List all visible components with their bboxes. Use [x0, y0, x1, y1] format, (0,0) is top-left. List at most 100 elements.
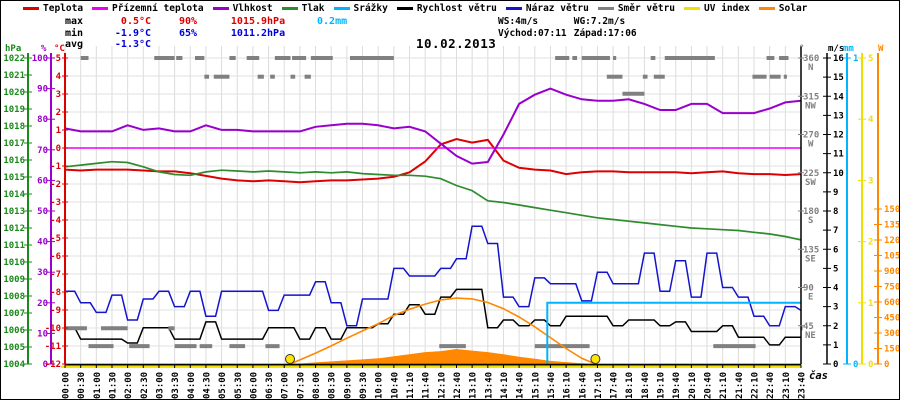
svg-text:S: S [808, 216, 813, 226]
legend-label: Srážky [353, 3, 388, 14]
svg-text:4: 4 [868, 115, 874, 125]
max-humidity: 90% [179, 16, 198, 27]
series-srazky [546, 301, 801, 364]
chart-legend: Teplota Přízemní teplota Vlhkost Tlak Srážky… [23, 3, 807, 14]
svg-text:02:30: 02:30 [140, 372, 150, 399]
legend-swatch [396, 7, 413, 10]
sunrise-time: Východ:07:11 [498, 27, 567, 39]
svg-text:07:00: 07:00 [281, 372, 291, 399]
svg-text:m/s: m/s [828, 44, 844, 54]
legend-swatch [684, 7, 701, 10]
svg-text:4: 4 [833, 284, 839, 294]
svg-text:06:30: 06:30 [265, 372, 275, 399]
series-smer-vetru [65, 56, 803, 349]
svg-text:13: 13 [833, 111, 844, 121]
svg-text:07:30: 07:30 [296, 372, 306, 399]
svg-text:09:30: 09:30 [359, 372, 369, 399]
svg-text:30: 30 [37, 268, 48, 278]
legend-label: Přízemní teplota [112, 3, 204, 14]
svg-text:14: 14 [833, 92, 844, 102]
svg-text:1018: 1018 [3, 122, 25, 132]
svg-text:180: 180 [803, 207, 819, 217]
svg-text:0: 0 [868, 360, 873, 370]
svg-text:14:40: 14:40 [516, 372, 526, 399]
svg-text:9: 9 [833, 188, 838, 198]
svg-text:18:10: 18:10 [625, 372, 635, 399]
sunrise-marker [285, 354, 295, 364]
legend-swatch [23, 7, 39, 10]
svg-text:15:40: 15:40 [547, 372, 557, 399]
svg-text:5: 5 [833, 264, 838, 274]
svg-text:1: 1 [853, 54, 858, 64]
svg-text:70: 70 [37, 146, 48, 156]
svg-text:04:00: 04:00 [187, 372, 197, 399]
svg-text:1014: 1014 [3, 190, 25, 200]
svg-text:1016: 1016 [3, 156, 25, 166]
svg-text:E: E [808, 293, 813, 303]
sun-markers [285, 354, 601, 364]
min-pressure: 1011.2hPa [230, 27, 286, 39]
svg-text:270: 270 [803, 131, 819, 141]
svg-text:0: 0 [853, 360, 858, 370]
legend-item-5: Rychlost větru [396, 3, 497, 14]
solar-clear-sky-curve [289, 297, 596, 365]
svg-text:100: 100 [32, 54, 48, 64]
stats-avg-row: avg -1.3°C [65, 39, 347, 51]
svg-text:150: 150 [884, 345, 900, 355]
svg-text:1050: 1050 [884, 252, 900, 262]
svg-text:1011: 1011 [3, 241, 25, 251]
svg-text:3: 3 [833, 303, 838, 313]
svg-text:1: 1 [56, 126, 61, 136]
legend-swatch [597, 7, 614, 10]
svg-text:04:30: 04:30 [202, 372, 212, 399]
svg-text:-9: -9 [50, 306, 61, 316]
sunset-time: Západ:17:06 [573, 27, 637, 39]
x-axis-labels: 00:00 00:30 01:00 01:30 02:00 02:30 03:00 03:30… [62, 370, 828, 399]
svg-text:135: 135 [803, 245, 819, 255]
svg-text:300: 300 [884, 329, 900, 339]
svg-text:°: ° [799, 44, 804, 54]
svg-text:1009: 1009 [3, 275, 25, 285]
legend-item-1: Přízemní teplota [92, 3, 204, 14]
legend-swatch [92, 7, 109, 10]
svg-text:1013: 1013 [3, 207, 25, 217]
chart-date: 10.02.2013 [416, 36, 497, 51]
svg-text:0: 0 [56, 144, 61, 154]
svg-text:NW: NW [805, 101, 816, 111]
svg-text:1004: 1004 [3, 360, 25, 370]
svg-text:750: 750 [884, 283, 900, 293]
svg-text:06:00: 06:00 [249, 372, 259, 399]
svg-text:11:40: 11:40 [422, 372, 432, 399]
svg-text:6: 6 [833, 245, 838, 255]
svg-text:1017: 1017 [3, 139, 25, 149]
svg-text:08:30: 08:30 [328, 372, 338, 399]
svg-text:-2: -2 [50, 180, 61, 190]
svg-text:12:10: 12:10 [437, 372, 447, 399]
svg-text:NE: NE [805, 331, 816, 341]
svg-text:-10: -10 [45, 324, 61, 334]
legend-item-2: Vlhkost [212, 3, 273, 14]
svg-text:4: 4 [56, 72, 62, 82]
stats-block: max 0.5°C 90% 1015.9hPa 0.2mm min -1.9°C… [65, 16, 347, 51]
series-solar [65, 349, 801, 364]
grid [64, 46, 802, 365]
legend-item-3: Tlak [281, 3, 325, 14]
stats-min-row: min -1.9°C 65% 1011.2hPa [65, 28, 347, 40]
max-pressure: 1015.9hPa [230, 16, 286, 27]
svg-text:45: 45 [803, 322, 814, 332]
svg-text:20: 20 [37, 299, 48, 309]
series-teplota [64, 137, 802, 184]
avg-label: avg [65, 39, 84, 50]
svg-text:1019: 1019 [3, 105, 25, 115]
svg-text:2: 2 [56, 108, 61, 118]
legend-swatch [281, 7, 298, 10]
legend-swatch [758, 7, 775, 10]
series-vlhkost [64, 87, 802, 165]
svg-text:11: 11 [833, 150, 844, 160]
svg-text:900: 900 [884, 267, 900, 277]
svg-text:1005: 1005 [3, 343, 25, 353]
legend-label: Teplota [43, 3, 84, 14]
svg-text:2: 2 [868, 238, 873, 248]
svg-text:-12: -12 [45, 360, 61, 370]
svg-text:15: 15 [833, 73, 844, 83]
